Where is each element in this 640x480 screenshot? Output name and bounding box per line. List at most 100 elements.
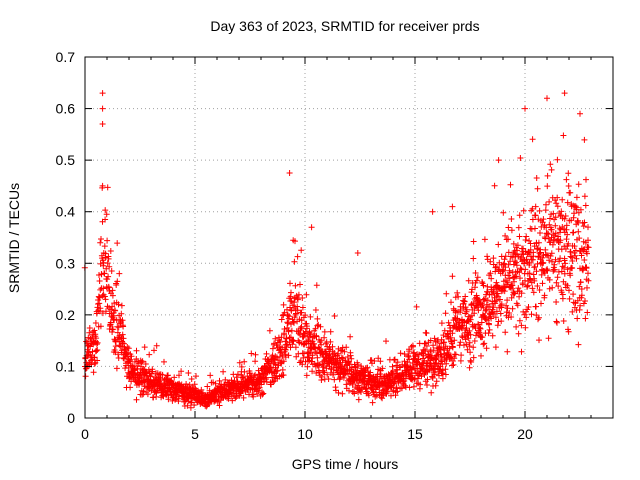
data-point — [294, 307, 301, 314]
data-point — [115, 301, 122, 308]
data-point — [335, 389, 342, 396]
data-point — [585, 237, 591, 244]
y-tick-label: 0.2 — [56, 307, 76, 323]
data-point — [585, 270, 591, 277]
data-point — [529, 216, 536, 223]
data-point — [578, 252, 585, 259]
data-point — [284, 319, 291, 326]
data-point — [91, 327, 98, 334]
data-point — [546, 257, 553, 264]
data-point — [365, 392, 372, 399]
data-point — [118, 310, 125, 317]
data-point — [505, 236, 512, 243]
data-point — [418, 373, 425, 380]
data-point — [492, 314, 499, 321]
data-point — [321, 334, 328, 341]
data-point — [287, 334, 294, 341]
data-point — [104, 237, 111, 244]
data-point — [450, 361, 457, 368]
data-point — [151, 347, 157, 354]
data-point — [97, 323, 104, 330]
data-point — [304, 363, 311, 370]
data-point — [471, 310, 478, 317]
data-point — [233, 374, 240, 381]
data-point — [561, 255, 568, 262]
data-point — [233, 394, 240, 400]
data-point — [138, 359, 145, 366]
data-point — [479, 334, 486, 341]
data-point — [523, 233, 530, 240]
data-point — [504, 297, 511, 304]
data-point — [498, 318, 505, 325]
data-point — [255, 387, 262, 394]
data-point — [295, 291, 302, 298]
data-point — [423, 343, 430, 349]
data-point — [522, 237, 529, 243]
data-point — [565, 328, 572, 335]
data-point — [117, 343, 124, 350]
data-point — [439, 375, 446, 382]
data-point — [287, 280, 293, 287]
data-point — [486, 326, 493, 333]
data-point — [101, 293, 108, 300]
data-point — [516, 212, 523, 219]
data-point — [553, 279, 560, 286]
data-point — [126, 357, 133, 364]
data-point — [562, 213, 569, 219]
data-point — [344, 354, 351, 360]
data-point — [97, 239, 104, 246]
data-point — [563, 236, 570, 243]
data-point — [297, 281, 303, 288]
data-point — [515, 285, 522, 292]
data-point — [575, 228, 582, 235]
data-point — [467, 331, 474, 338]
data-point — [478, 319, 485, 326]
data-point — [288, 298, 295, 305]
data-point — [325, 376, 332, 382]
data-point — [498, 301, 505, 308]
data-point — [393, 384, 400, 391]
data-point — [341, 348, 348, 355]
data-point — [580, 223, 587, 230]
data-point — [443, 290, 450, 297]
data-point — [274, 367, 281, 374]
data-point — [119, 340, 126, 346]
data-point — [447, 334, 454, 341]
data-point — [449, 273, 456, 280]
data-point — [567, 189, 574, 196]
data-point — [115, 324, 122, 331]
data-point — [506, 269, 513, 276]
data-point — [566, 295, 573, 302]
data-point — [567, 272, 574, 279]
data-point — [113, 282, 120, 288]
data-point — [159, 392, 166, 399]
data-point — [298, 323, 305, 330]
data-point — [477, 325, 484, 332]
data-point — [564, 199, 571, 206]
data-point — [101, 270, 108, 277]
data-point — [144, 391, 151, 398]
data-point — [475, 307, 482, 314]
data-point — [91, 360, 98, 367]
data-point — [406, 384, 413, 391]
data-point — [454, 289, 461, 296]
data-point — [410, 343, 416, 350]
data-point — [364, 364, 371, 371]
data-point — [490, 261, 497, 268]
data-point — [263, 350, 270, 357]
data-point — [116, 342, 123, 349]
data-point — [488, 315, 495, 322]
data-point — [462, 336, 469, 343]
data-point — [581, 193, 588, 200]
data-point — [397, 350, 404, 357]
data-point — [93, 347, 100, 354]
data-point — [424, 376, 431, 383]
data-point — [127, 384, 134, 391]
data-point — [283, 342, 290, 349]
data-point — [259, 391, 266, 398]
data-point — [103, 211, 110, 218]
data-point — [495, 241, 502, 248]
data-point — [480, 341, 487, 348]
data-point — [430, 342, 437, 349]
data-point — [529, 136, 536, 143]
